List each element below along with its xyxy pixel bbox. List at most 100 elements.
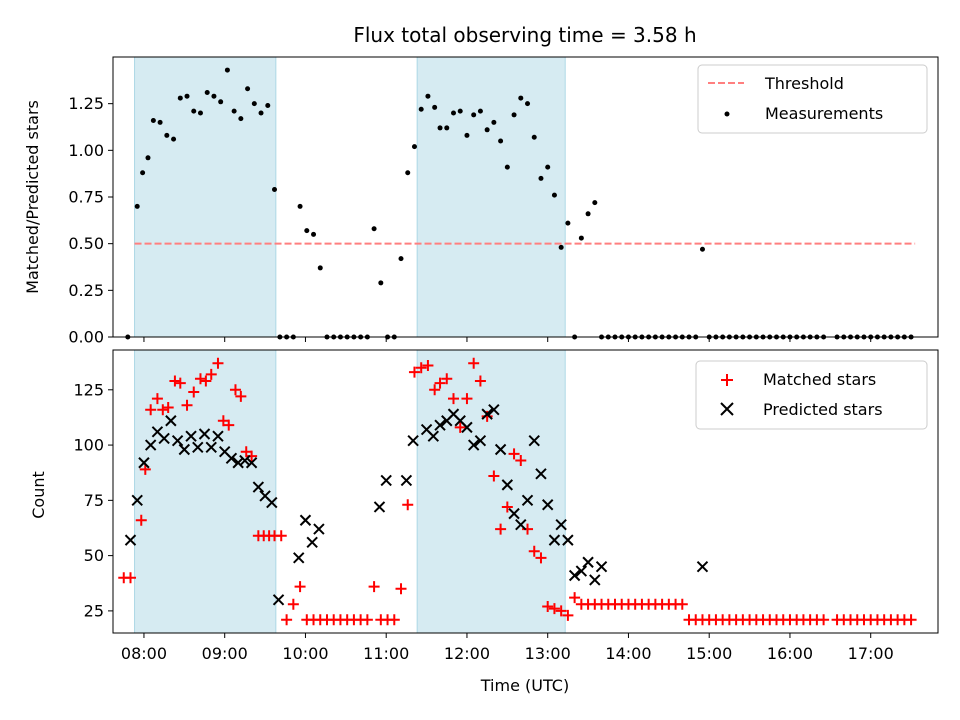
predicted-stars-point xyxy=(488,403,500,416)
bottom-axes-frame xyxy=(112,349,939,634)
matched-stars-point xyxy=(235,390,247,402)
measurement-point xyxy=(592,200,598,206)
top-y-axis: 0.00 0.25 0.50 0.75 1.00 1.25 xyxy=(68,94,113,347)
matched-stars-point xyxy=(562,609,574,621)
x-tick-label: 17:00 xyxy=(848,644,894,663)
bottom-x-axis: 08:00 09:00 10:00 11:00 12:00 13:00 14:00 15:00… xyxy=(121,633,894,663)
matched-stars-point xyxy=(422,359,434,371)
matched-stars-point xyxy=(388,614,400,626)
measurement-point xyxy=(418,106,424,112)
y-tick-label: 125 xyxy=(73,380,104,399)
predicted-stars-point xyxy=(562,534,574,546)
predicted-stars-point xyxy=(239,454,251,467)
legend-measurements-swatch xyxy=(724,111,730,117)
matched-stars-point xyxy=(361,614,373,626)
top-legend-box xyxy=(697,64,928,134)
x-tick-label: 10:00 xyxy=(282,644,328,663)
y-tick-label: 25 xyxy=(84,601,104,620)
matched-stars-point xyxy=(548,603,560,615)
matched-stars-point xyxy=(434,377,446,389)
y-tick-label: 100 xyxy=(73,436,104,455)
matched-stars-point xyxy=(181,399,193,411)
measurement-point xyxy=(245,86,251,92)
measurement-point xyxy=(231,108,237,114)
matched-stars-point xyxy=(569,592,581,604)
observing-window-band xyxy=(134,56,277,338)
matched-stars-point xyxy=(145,404,157,416)
predicted-stars-point xyxy=(144,439,157,451)
measurement-point xyxy=(699,246,705,252)
matched-stars-point xyxy=(205,368,217,380)
predicted-stars-point xyxy=(474,434,487,447)
predicted-stars-point xyxy=(582,556,594,568)
legend-predicted-swatch xyxy=(720,402,734,416)
predicted-stars-point xyxy=(528,434,540,447)
matched-stars-point xyxy=(287,598,299,610)
predicted-stars-point xyxy=(205,441,217,453)
predicted-stars-point xyxy=(380,474,392,487)
predicted-stars-point xyxy=(589,574,601,586)
matched-stars-point xyxy=(447,393,459,405)
legend-measurements-label: Measurements xyxy=(765,104,883,123)
predicted-stars-point xyxy=(501,479,514,491)
measurement-point xyxy=(585,211,591,217)
y-tick-label: 50 xyxy=(84,546,104,565)
legend-matched-label: Matched stars xyxy=(763,370,876,389)
predicted-stars-point xyxy=(272,594,285,606)
measurement-point xyxy=(184,93,190,99)
predicted-stars-point xyxy=(245,457,258,469)
measurement-point xyxy=(398,256,404,262)
predicted-stars-point xyxy=(165,415,177,427)
matched-stars-point xyxy=(495,523,507,535)
matched-stars-point xyxy=(139,463,151,475)
measurement-point xyxy=(304,228,310,234)
matched-stars-point xyxy=(508,448,520,460)
bottom-legend-box xyxy=(695,360,928,430)
measurement-point xyxy=(491,119,497,125)
matched-stars-point xyxy=(169,375,181,387)
matched-stars-point xyxy=(223,419,235,431)
measurement-point xyxy=(450,110,456,116)
matched-stars-point xyxy=(454,421,466,433)
measurement-point xyxy=(134,203,140,209)
matched-stars-point xyxy=(501,501,513,513)
matched-stars-point xyxy=(281,614,293,626)
bottom-panel: 25 50 75 100 125 08:00 09:00 10:00 11:00 12:00 13… xyxy=(29,349,939,695)
predicted-stars-point xyxy=(595,560,608,573)
matched-stars-point xyxy=(441,373,453,385)
matched-stars-point xyxy=(157,404,169,416)
measurement-point xyxy=(425,93,431,99)
measurement-point xyxy=(457,108,463,114)
matched-stars-point xyxy=(162,401,174,413)
matched-stars-point xyxy=(676,598,688,610)
measurement-point xyxy=(565,220,571,226)
x-tick-label: 12:00 xyxy=(444,644,490,663)
measurement-point xyxy=(511,112,517,118)
predicted-stars-point xyxy=(185,430,197,442)
measurement-point xyxy=(371,226,377,232)
predicted-stars-point xyxy=(124,534,137,546)
matched-stars-point xyxy=(124,572,136,584)
measurement-point xyxy=(471,112,477,118)
top-x-ticks xyxy=(143,337,872,342)
y-tick-label: 0.25 xyxy=(68,281,104,300)
predicted-stars-point xyxy=(212,430,224,442)
y-tick-label: 0.00 xyxy=(68,328,104,347)
observing-windows xyxy=(134,349,566,634)
measurement-point xyxy=(437,125,443,131)
predicted-stars-point xyxy=(696,560,709,573)
matched-stars-point xyxy=(429,384,441,396)
measurement-point xyxy=(578,235,584,241)
x-tick-label: 13:00 xyxy=(525,644,571,663)
y-tick-label: 0.75 xyxy=(68,188,104,207)
predicted-stars-point xyxy=(252,481,265,493)
measurement-point xyxy=(518,95,524,101)
y-tick-label: 1.25 xyxy=(68,94,104,113)
matched-stars-point xyxy=(275,530,287,542)
measurement-point xyxy=(164,132,170,138)
predicted-stars-point xyxy=(461,421,473,434)
matched-stars-point xyxy=(515,455,527,467)
measurement-point xyxy=(484,127,490,133)
measurement-point xyxy=(498,138,504,144)
top-panel: 0.00 0.25 0.50 0.75 1.00 1.25 Flux total obse… xyxy=(23,23,939,347)
